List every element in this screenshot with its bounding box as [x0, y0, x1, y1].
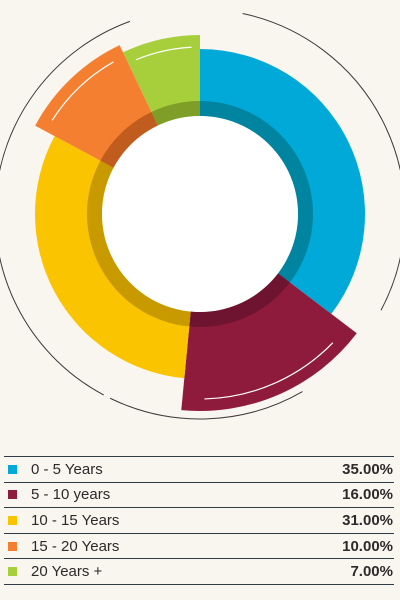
donut-hole — [102, 116, 298, 312]
legend-label: 20 Years + — [31, 563, 103, 581]
guide-arc — [0, 20, 131, 396]
slice — [34, 136, 191, 379]
legend-item: 10 - 15 Years 31.00% — [4, 508, 394, 534]
donut-chart — [0, 12, 400, 420]
slice-highlight — [51, 61, 114, 121]
legend-label: 15 - 20 Years — [31, 537, 120, 555]
legend-item: 15 - 20 Years 10.00% — [4, 534, 394, 560]
legend-swatch — [8, 567, 17, 577]
legend-label: 0 - 5 Years — [31, 460, 103, 478]
legend-label: 5 - 10 years — [31, 486, 111, 504]
legend-value: 35.00% — [342, 460, 393, 478]
slice-inner-band — [189, 273, 290, 328]
guide-arc — [109, 391, 303, 420]
legend-value: 16.00% — [342, 486, 393, 504]
slice-inner-band — [200, 101, 313, 283]
legend-item: 20 Years + 7.00% — [4, 559, 394, 585]
legend-value: 7.00% — [350, 563, 393, 581]
legend-item: 5 - 10 years 16.00% — [4, 483, 394, 509]
legend-swatch — [8, 515, 17, 525]
slice — [181, 273, 357, 411]
legend-value: 10.00% — [342, 537, 393, 555]
legend: 0 - 5 Years 35.00% 5 - 10 years 16.00% 1… — [4, 456, 394, 585]
legend-swatch — [8, 464, 17, 474]
legend-label: 10 - 15 Years — [31, 511, 120, 529]
slices-group — [34, 35, 365, 411]
slice-highlight — [204, 342, 334, 400]
guide-arc — [242, 12, 400, 311]
legend-swatch — [8, 490, 17, 500]
legend-item: 0 - 5 Years 35.00% — [4, 457, 394, 483]
slice-inner-band — [100, 111, 158, 168]
slice-highlight — [135, 46, 192, 61]
decor-group — [0, 12, 400, 420]
slice-inner-band — [86, 160, 191, 327]
legend-swatch — [8, 541, 17, 551]
legend-value: 31.00% — [342, 511, 393, 529]
slice-inner-band — [151, 101, 200, 126]
